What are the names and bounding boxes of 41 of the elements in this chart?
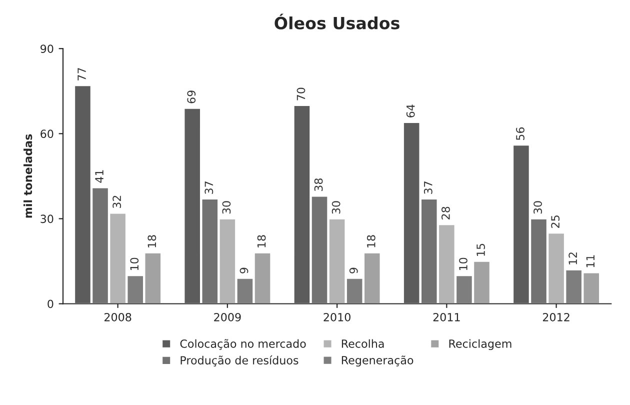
data-label: 30 (534, 201, 542, 214)
y-axis-title: mil toneladas (24, 134, 32, 218)
data-label: 15 (476, 244, 485, 256)
data-label: 38 (314, 178, 323, 192)
data-label: 56 (516, 127, 524, 140)
y-tick-label: 30 (40, 214, 54, 224)
y-tick-label: 60 (40, 130, 54, 138)
data-label: 41 (95, 170, 104, 183)
data-label: 18 (148, 235, 156, 248)
data-label: 64 (406, 104, 415, 118)
x-tick-label: 2012 (542, 312, 570, 322)
x-tick-label: 2011 (433, 312, 460, 322)
x-tick-label: 2008 (104, 312, 132, 322)
data-label: 9 (240, 268, 248, 274)
data-label: 70 (296, 88, 306, 100)
data-label: 9 (349, 268, 358, 274)
y-tick-label: 0 (48, 300, 54, 308)
data-label: 12 (568, 252, 577, 264)
chart-title: Óleos Usados (274, 14, 400, 30)
data-label: 11 (586, 255, 594, 268)
data-label: 18 (257, 235, 266, 248)
legend-label: Regeneração (342, 356, 414, 367)
data-label: 37 (204, 182, 214, 194)
data-label: 28 (441, 206, 450, 220)
x-tick-label: 2009 (214, 312, 241, 322)
legend-label: Colocação no mercado (180, 339, 306, 350)
data-label: 37 (424, 182, 432, 194)
data-label: 69 (187, 90, 196, 104)
legend-label: Produção de resíduos (180, 355, 298, 366)
legend-label: Reciclagem (449, 339, 512, 350)
x-tick-label: 2010 (324, 312, 350, 322)
data-label: 77 (78, 68, 86, 80)
data-label: 10 (130, 258, 139, 270)
data-label: 32 (112, 196, 122, 208)
data-label: 30 (222, 201, 231, 214)
data-label: 10 (459, 258, 468, 270)
data-label: 18 (366, 235, 376, 248)
data-label: 30 (332, 201, 340, 214)
y-tick-label: 90 (40, 44, 54, 53)
legend-label: Recolha (342, 339, 384, 348)
data-label: 25 (551, 216, 560, 228)
